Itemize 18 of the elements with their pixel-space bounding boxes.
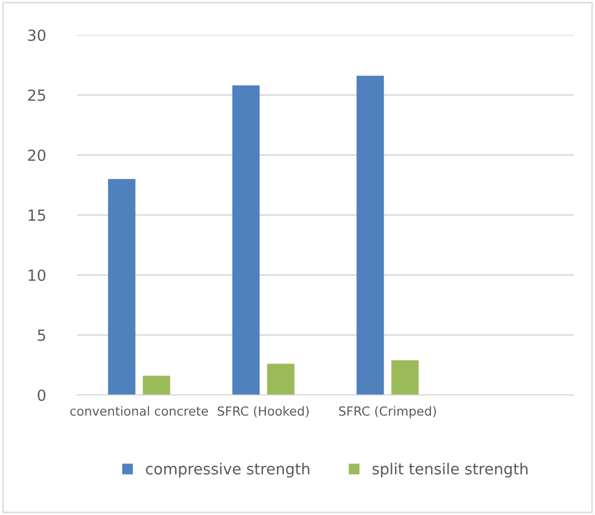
y-tick-label: 25 (28, 89, 46, 102)
y-tick-label: 15 (28, 210, 46, 222)
bar (356, 76, 384, 395)
y-tick-label: 5 (38, 330, 46, 342)
y-tick-label: 10 (28, 269, 46, 282)
legend-label: compressive strength (146, 462, 310, 478)
x-tick-label: SFRC (Crimped) (339, 406, 436, 418)
bar (108, 179, 136, 395)
y-tick-label: 20 (28, 149, 46, 162)
x-tick-label: conventional concrete (70, 406, 208, 416)
y-tick-label: 30 (28, 29, 46, 42)
bar (142, 376, 170, 395)
legend-label: split tensile strength (372, 462, 528, 478)
y-tick-label: 0 (38, 389, 46, 402)
x-tick-label: SFRC (Hooked) (218, 406, 309, 418)
bar (232, 85, 260, 395)
bar (267, 364, 294, 395)
bar (391, 360, 419, 395)
